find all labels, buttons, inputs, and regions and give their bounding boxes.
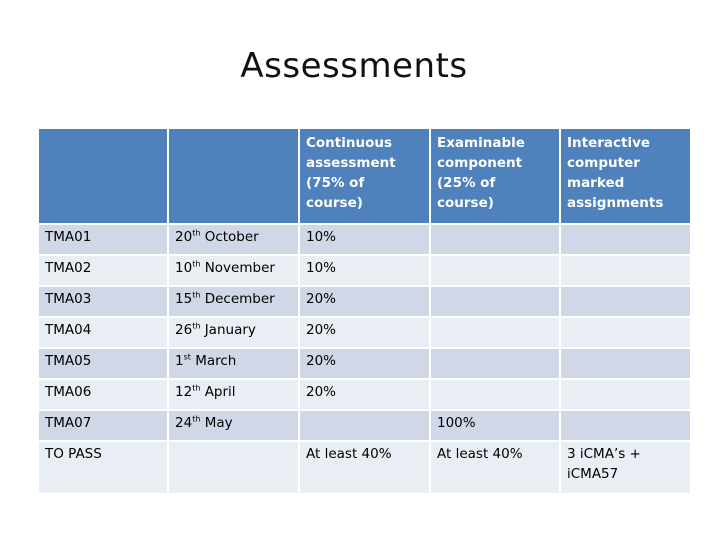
cell-icma: [559, 223, 692, 256]
cell-date: 24th May: [167, 409, 300, 442]
header-cell-continuous-assessment: Continuous assessment (75% of course): [298, 127, 431, 225]
header-cell-date: [167, 127, 300, 225]
cell-icma: [559, 347, 692, 380]
cell-assignment: TMA04: [37, 316, 169, 349]
table-row: TMA03 15th December 20%: [37, 285, 692, 318]
cell-date: 12th April: [167, 378, 300, 411]
cell-exam: [429, 223, 561, 256]
cell-date: 10th November: [167, 254, 300, 287]
table-row: TMA07 24th May 100%: [37, 409, 692, 442]
header-cell-icma: Interactive computer marked assignments: [559, 127, 692, 225]
cell-assignment: TMA02: [37, 254, 169, 287]
cell-date: 1st March: [167, 347, 300, 380]
cell-continuous: 10%: [298, 223, 431, 256]
cell-continuous: 20%: [298, 285, 431, 318]
slide-title: Assessments: [240, 46, 468, 86]
cell-exam: [429, 378, 561, 411]
cell-exam: [429, 347, 561, 380]
table-row: TMA06 12th April 20%: [37, 378, 692, 411]
cell-icma: [559, 285, 692, 318]
cell-date: [167, 440, 300, 495]
cell-date: 26th January: [167, 316, 300, 349]
cell-exam: At least 40%: [429, 440, 561, 495]
cell-icma: [559, 378, 692, 411]
cell-exam: 100%: [429, 409, 561, 442]
cell-assignment: TO PASS: [37, 440, 169, 495]
header-cell-examinable-component: Examinable component (25% of course): [429, 127, 561, 225]
cell-assignment: TMA07: [37, 409, 169, 442]
cell-continuous: 20%: [298, 316, 431, 349]
cell-exam: [429, 254, 561, 287]
cell-icma: [559, 409, 692, 442]
cell-icma: [559, 316, 692, 349]
table-row: TMA01 20th October 10%: [37, 223, 692, 256]
cell-assignment: TMA03: [37, 285, 169, 318]
cell-exam: [429, 285, 561, 318]
header-cell-name: [37, 127, 169, 225]
cell-exam: [429, 316, 561, 349]
assessments-table: Continuous assessment (75% of course) Ex…: [37, 127, 692, 495]
table-row: TMA02 10th November 10%: [37, 254, 692, 287]
cell-continuous: 20%: [298, 347, 431, 380]
cell-assignment: TMA05: [37, 347, 169, 380]
cell-icma: [559, 254, 692, 287]
cell-continuous: [298, 409, 431, 442]
cell-continuous: 10%: [298, 254, 431, 287]
cell-continuous: 20%: [298, 378, 431, 411]
header-row: Continuous assessment (75% of course) Ex…: [37, 127, 692, 225]
table-row-to-pass: TO PASS At least 40% At least 40% 3 iCMA…: [37, 440, 692, 495]
table-row: TMA05 1st March 20%: [37, 347, 692, 380]
cell-icma: 3 iCMA’s + iCMA57: [559, 440, 692, 495]
cell-date: 15th December: [167, 285, 300, 318]
table-row: TMA04 26th January 20%: [37, 316, 692, 349]
cell-assignment: TMA06: [37, 378, 169, 411]
cell-date: 20th October: [167, 223, 300, 256]
cell-continuous: At least 40%: [298, 440, 431, 495]
cell-assignment: TMA01: [37, 223, 169, 256]
